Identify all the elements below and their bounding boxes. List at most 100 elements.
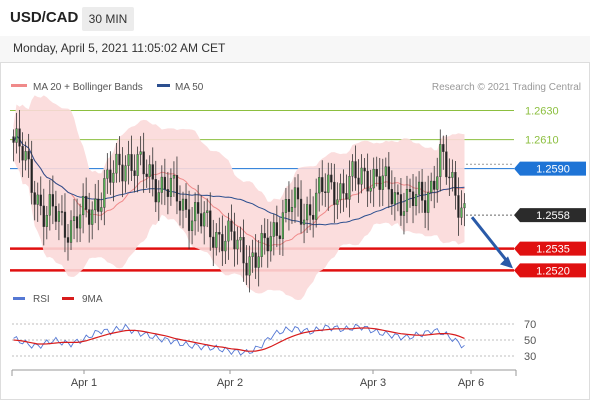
candle [136, 146, 139, 193]
candle [463, 193, 466, 227]
timeframe-badge[interactable]: 30 MIN [82, 7, 134, 31]
candle [54, 190, 57, 230]
candle-body [194, 202, 197, 222]
rsi-level-label-50: 50 [524, 335, 536, 347]
candle-body [245, 262, 248, 276]
ma50-legend-swatch [157, 84, 170, 87]
candle [142, 132, 145, 193]
candle [318, 168, 321, 212]
candle-body [417, 181, 421, 195]
projection-arrow-head [500, 256, 513, 269]
candle-body [399, 194, 403, 216]
candle [194, 192, 197, 236]
candle-body [18, 128, 21, 147]
candle [457, 177, 460, 236]
candle [302, 203, 306, 244]
rsi-ma-line [13, 327, 465, 352]
candle [121, 147, 124, 198]
level-label-3: 1.2535 [536, 244, 570, 256]
candle-body [287, 199, 291, 212]
candle [248, 245, 251, 293]
candle-body [436, 176, 439, 190]
candle-body [66, 237, 70, 243]
candle [272, 213, 275, 256]
candle-body [169, 177, 173, 197]
candle-body [145, 173, 148, 177]
level-label-0: 1.2630 [525, 106, 559, 118]
candle [21, 132, 24, 178]
candle-body [242, 237, 245, 264]
candle-body [266, 237, 269, 252]
candle [27, 133, 30, 178]
candle [200, 195, 203, 234]
candle [224, 225, 227, 265]
bollinger-band [13, 95, 465, 301]
candle [127, 140, 130, 185]
candle [351, 154, 354, 192]
candle-body [457, 195, 460, 218]
candle [454, 160, 457, 210]
candle-body [336, 199, 339, 205]
candle [424, 181, 427, 229]
candle [357, 159, 360, 203]
rsi-ma-legend-swatch [62, 297, 74, 300]
candle [309, 188, 312, 231]
candle-body [396, 192, 400, 195]
candle-body [333, 181, 336, 205]
candle [393, 177, 396, 221]
candle-body [51, 194, 54, 207]
candle [321, 160, 324, 206]
candle [451, 159, 454, 192]
candle [245, 245, 248, 285]
candle-body [366, 170, 369, 192]
candle [178, 185, 182, 226]
candle-body [200, 213, 203, 227]
candle [139, 136, 142, 166]
current-price-tag [514, 208, 586, 223]
candle [287, 181, 291, 231]
candle-body [269, 236, 272, 252]
candle-body [454, 172, 457, 196]
x-tick-label: Apr 6 [458, 377, 484, 389]
candle-body [445, 151, 448, 178]
level-tag-2 [514, 161, 586, 176]
timestamp: Monday, April 5, 2021 11:05:02 AM CET [13, 41, 226, 55]
candle-body [78, 214, 82, 229]
candle [381, 158, 384, 206]
candle [299, 180, 303, 234]
candle-body [197, 202, 200, 214]
candlestick-layer [12, 109, 466, 293]
candle [327, 162, 330, 211]
rsi-level-label-70: 70 [524, 319, 536, 331]
candle-body [136, 154, 139, 176]
candle [239, 226, 242, 253]
candle [402, 192, 406, 235]
candle [39, 176, 42, 216]
candle [442, 135, 445, 170]
candle-body [236, 239, 239, 250]
candle [209, 192, 212, 251]
candle [18, 109, 21, 163]
candle [218, 217, 221, 253]
candle-body [451, 172, 454, 178]
candle-body [281, 212, 284, 239]
candle [227, 212, 230, 260]
candle-body [384, 166, 387, 177]
level-label-4: 1.2520 [536, 265, 570, 277]
candle-body [433, 180, 436, 190]
candle-body [157, 192, 160, 203]
x-tick-label: Apr 1 [71, 377, 97, 389]
candle [445, 134, 448, 185]
candle [360, 154, 363, 194]
candle-body [284, 199, 288, 213]
candle [48, 179, 51, 231]
candle [206, 198, 209, 228]
candle [330, 163, 333, 190]
candle [348, 160, 351, 218]
candle [36, 182, 39, 222]
candle-body [363, 167, 366, 172]
candle [69, 210, 73, 251]
candle-body [209, 210, 212, 238]
candle [263, 218, 266, 255]
candle-body [278, 235, 281, 239]
